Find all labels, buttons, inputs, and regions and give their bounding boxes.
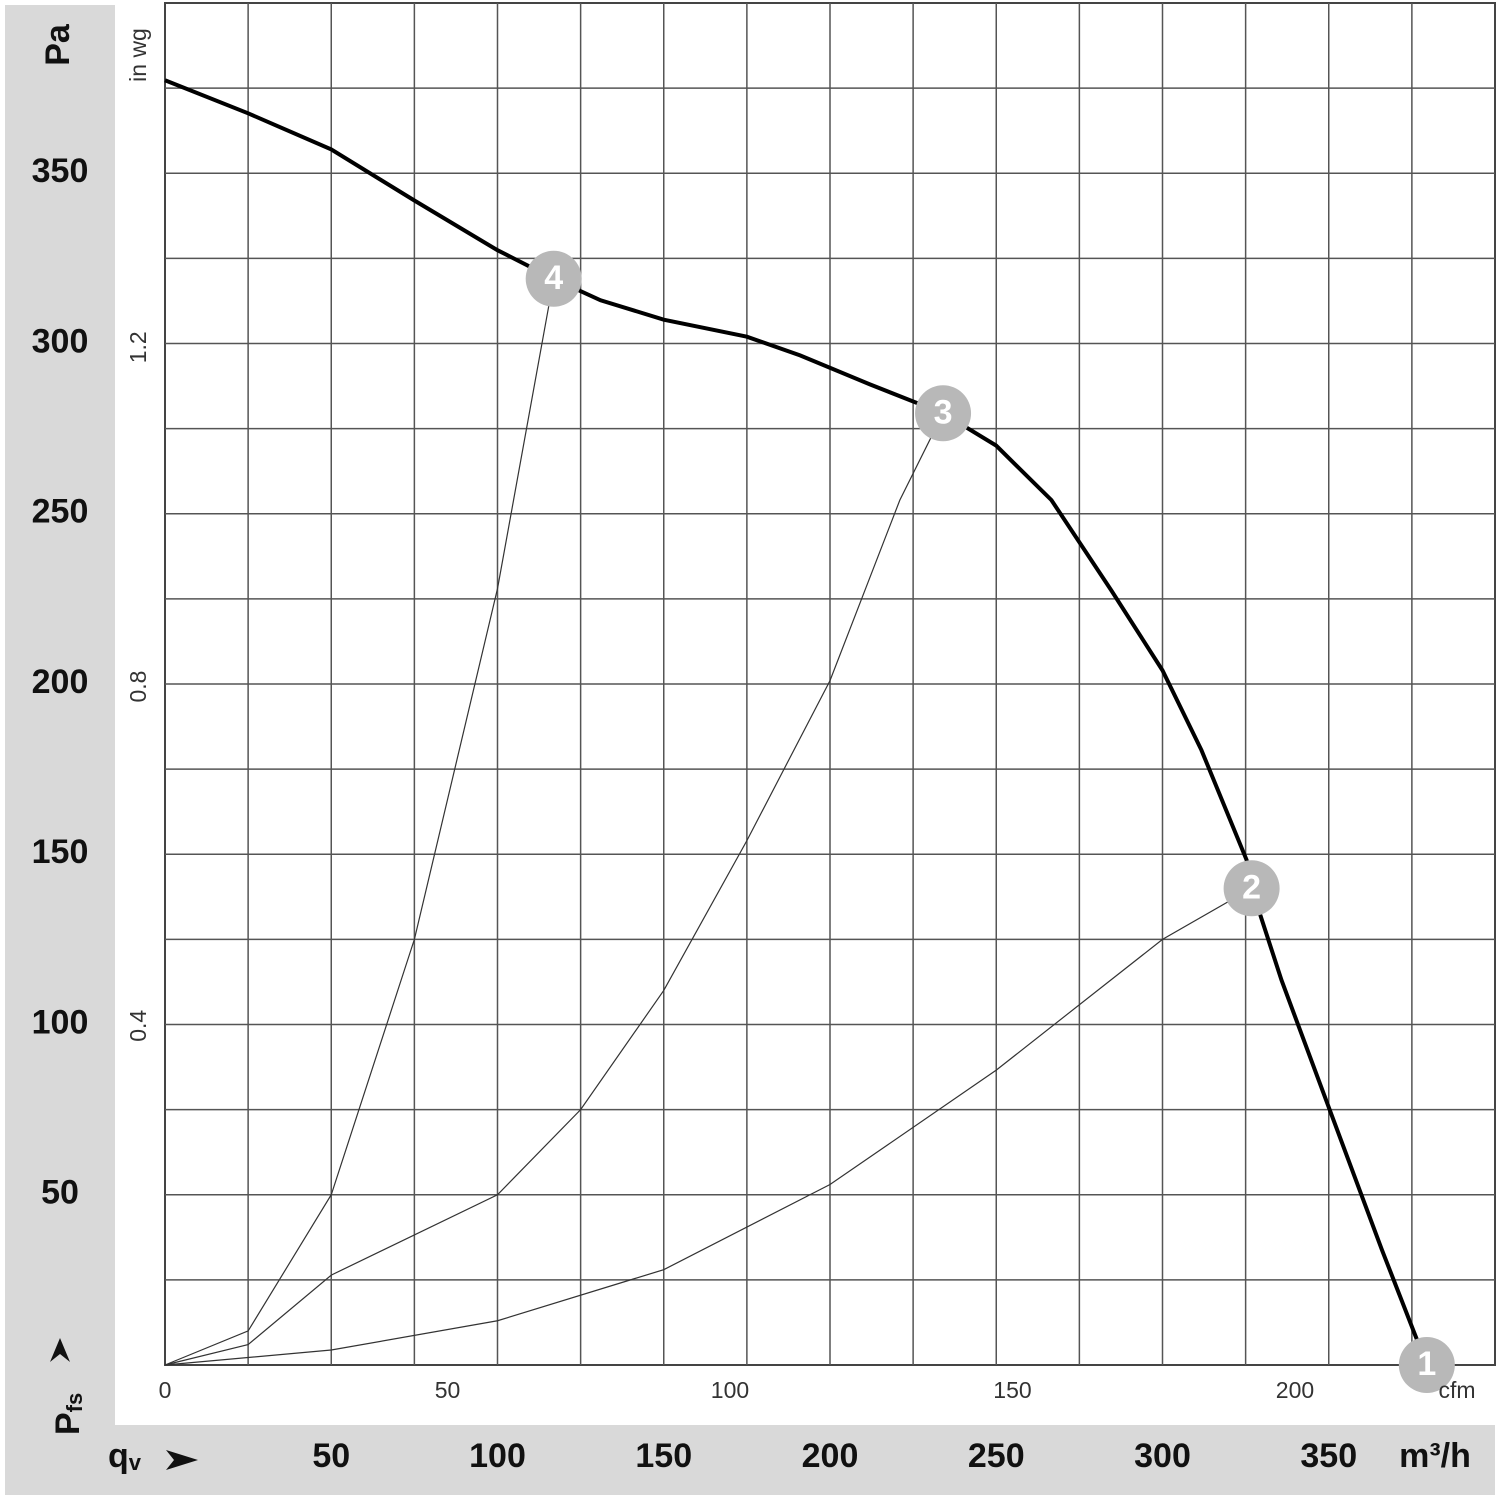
x2-axis-label: cfm <box>1438 1377 1475 1403</box>
system-curve <box>164 413 944 1366</box>
x-axis-label: m³/h <box>1399 1437 1471 1475</box>
y2-tick-label: 0.4 <box>125 1010 151 1042</box>
x-tick-label: 50 <box>312 1437 350 1475</box>
y-tick-label: 350 <box>32 152 89 190</box>
x2-tick-label: 50 <box>435 1377 461 1403</box>
y-axis-symbol: Pfs <box>49 1393 87 1435</box>
y-axis-label: Pa <box>39 23 77 66</box>
operating-point <box>1398 1337 1455 1393</box>
x2-tick-label: 100 <box>711 1377 749 1403</box>
system-curve <box>164 887 1252 1366</box>
x-tick-label: 250 <box>968 1437 1025 1475</box>
x2-tick-label: 200 <box>1276 1377 1314 1403</box>
y-tick-label: 100 <box>32 1003 89 1041</box>
y2-tick-label: 0.8 <box>125 671 151 703</box>
bottom-band <box>5 1425 1495 1495</box>
x-tick-label: 100 <box>469 1437 526 1475</box>
x-tick-label: 300 <box>1134 1437 1191 1475</box>
y2-axis-label: in wg <box>125 28 151 82</box>
y-tick-label: 250 <box>32 493 89 531</box>
operating-point-label: 1 <box>1417 1345 1436 1383</box>
left-band <box>5 5 115 1495</box>
x-symbol-sub: v <box>129 1450 142 1475</box>
operating-point <box>1223 860 1280 917</box>
y-tick-label: 300 <box>32 322 89 360</box>
operating-point <box>525 250 582 307</box>
grid <box>165 3 1495 1365</box>
x-tick-label: 350 <box>1300 1437 1357 1475</box>
operating-point <box>915 385 972 442</box>
x-arrow <box>166 1450 198 1470</box>
y-tick-label: 150 <box>32 833 89 871</box>
operating-point-label: 3 <box>934 393 953 431</box>
x-tick-label: 150 <box>635 1437 692 1475</box>
y-symbol-sub: fs <box>62 1393 87 1413</box>
y2-tick-label: 1.2 <box>125 331 151 363</box>
x-tick-label: 200 <box>802 1437 859 1475</box>
y-tick-label: 50 <box>41 1174 79 1212</box>
operating-point-label: 2 <box>1242 868 1261 906</box>
marks: 1 2 3 4 <box>164 78 1455 1393</box>
y-arrow <box>50 1338 70 1362</box>
x-axis-symbol: qv <box>108 1437 142 1475</box>
x-symbol: q <box>108 1437 129 1475</box>
system-curve <box>164 278 555 1366</box>
x2-tick-label: 0 <box>159 1377 172 1403</box>
operating-point-label: 4 <box>544 259 563 297</box>
x2-tick-label: 150 <box>993 1377 1031 1403</box>
y-symbol: P <box>49 1412 87 1435</box>
y-tick-label: 200 <box>32 663 89 701</box>
